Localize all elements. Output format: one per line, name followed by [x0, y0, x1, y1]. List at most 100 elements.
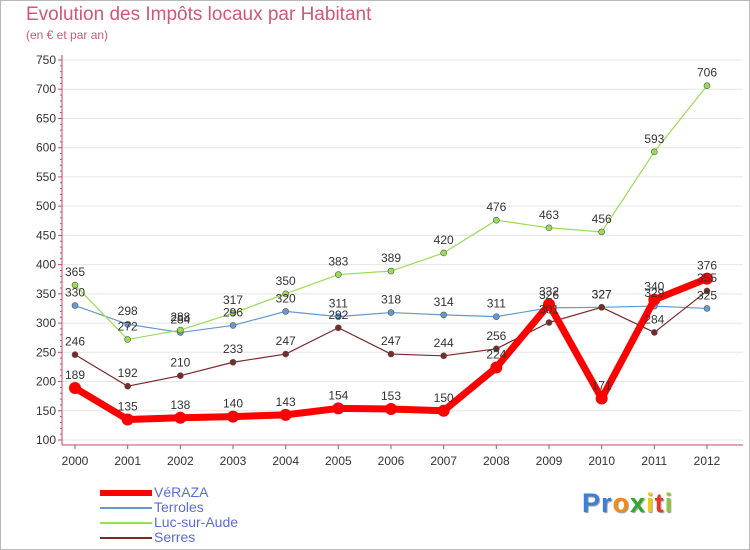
data-point-terroles	[229, 322, 237, 329]
data-label-v-raza: 154	[328, 388, 348, 402]
logo-letter: i	[664, 488, 674, 518]
data-point-v-raza	[332, 402, 345, 415]
logo-letter: i	[646, 488, 655, 518]
data-label-luc-sur-aude: 593	[644, 132, 664, 146]
data-label-serres: 192	[118, 366, 138, 380]
data-point-luc-sur-aude	[335, 271, 342, 278]
data-label-luc-sur-aude: 456	[592, 212, 612, 226]
y-tick-label: 300	[36, 316, 56, 330]
data-label-terroles: 314	[434, 295, 454, 309]
x-tick-label: 2010	[588, 454, 615, 468]
data-label-terroles: 284	[170, 312, 190, 326]
y-tick-label: 200	[36, 375, 56, 389]
data-point-terroles	[440, 311, 447, 319]
data-point-luc-sur-aude	[387, 267, 395, 275]
data-label-v-raza: 189	[65, 368, 85, 382]
data-label-luc-sur-aude: 365	[65, 265, 85, 279]
data-label-v-raza: 171	[592, 378, 612, 392]
data-label-v-raza: 135	[118, 400, 138, 414]
y-tick-label: 750	[36, 53, 56, 67]
data-label-serres: 327	[592, 287, 612, 301]
data-label-luc-sur-aude: 706	[697, 66, 717, 80]
y-tick-label: 400	[36, 258, 56, 272]
plot-area	[62, 55, 743, 445]
data-label-v-raza: 138	[170, 398, 190, 412]
legend-label-terroles: Terroles	[154, 499, 204, 515]
data-point-serres	[335, 324, 342, 332]
data-label-luc-sur-aude: 317	[223, 293, 243, 307]
legend: VéRAZA Terroles Luc-sur-Aude Serres	[100, 484, 360, 546]
data-label-v-raza: 150	[434, 391, 454, 405]
y-tick-label: 350	[36, 287, 56, 301]
data-point-v-raza	[490, 361, 503, 374]
data-label-v-raza: 153	[381, 389, 401, 403]
legend-item-serres: Serres	[100, 529, 360, 546]
data-label-serres: 244	[434, 336, 454, 350]
y-tick-label: 550	[36, 170, 56, 184]
x-tick-label: 2011	[641, 454, 667, 468]
data-point-terroles	[493, 313, 500, 320]
data-point-v-raza	[437, 404, 450, 417]
line-chart: 750 700 650 600 550 500 450 400 350 300 250 200 150 1…	[36, 53, 743, 468]
y-tick-label: 700	[36, 82, 56, 96]
data-point-terroles	[71, 302, 79, 309]
x-tick-label: 2001	[114, 454, 141, 468]
data-point-v-raza	[174, 411, 187, 424]
data-label-v-raza: 340	[644, 280, 664, 294]
data-point-luc-sur-aude	[493, 216, 500, 224]
data-label-terroles: 311	[487, 297, 506, 311]
x-tick-label: 2006	[378, 454, 405, 468]
data-label-luc-sur-aude: 476	[486, 200, 506, 214]
data-label-v-raza: 332	[539, 284, 559, 298]
legend-item-luc-sur-aude: Luc-sur-Aude	[100, 514, 360, 531]
x-tick-label: 2003	[220, 454, 247, 468]
x-tick-label: 2012	[694, 454, 721, 468]
data-point-serres	[282, 350, 289, 358]
data-point-terroles	[282, 308, 289, 315]
data-label-v-raza: 224	[486, 348, 506, 362]
data-point-terroles	[335, 313, 342, 320]
data-label-luc-sur-aude: 383	[328, 255, 348, 269]
data-label-serres: 246	[65, 335, 85, 349]
chart-subtitle: (en € et par an)	[26, 28, 109, 42]
data-point-luc-sur-aude	[440, 249, 447, 257]
data-point-terroles	[387, 309, 395, 316]
data-point-v-raza	[648, 293, 661, 306]
legend-swatch-terroles	[100, 507, 152, 509]
y-tick-label: 450	[36, 228, 56, 242]
data-point-v-raza	[227, 410, 239, 423]
data-point-luc-sur-aude	[177, 326, 184, 334]
data-label-terroles: 298	[118, 304, 138, 318]
legend-label-veraza: VéRAZA	[154, 484, 209, 500]
x-tick-label: 2008	[483, 454, 510, 468]
logo-letter: t	[654, 488, 665, 518]
legend-item-veraza: VéRAZA	[100, 484, 360, 501]
logo-letter: r	[601, 488, 613, 518]
data-label-luc-sur-aude: 288	[170, 310, 190, 324]
data-point-luc-sur-aude	[651, 148, 658, 156]
data-label-terroles: 325	[697, 288, 717, 302]
data-label-terroles: 329	[644, 286, 664, 300]
y-tick-label: 100	[36, 433, 56, 447]
data-label-luc-sur-aude: 272	[118, 319, 138, 333]
legend-swatch-veraza	[100, 490, 152, 496]
data-point-terroles	[703, 305, 711, 312]
data-label-serres: 210	[170, 356, 190, 370]
data-point-luc-sur-aude	[282, 290, 289, 298]
data-label-luc-sur-aude: 350	[276, 274, 296, 288]
data-label-v-raza: 143	[276, 395, 296, 409]
data-label-luc-sur-aude: 420	[434, 233, 454, 247]
y-tick-label: 150	[36, 404, 56, 418]
data-point-v-raza	[121, 413, 134, 426]
data-point-terroles	[124, 320, 131, 328]
y-tick-label: 500	[36, 199, 56, 213]
y-tick-label: 600	[36, 141, 56, 155]
x-tick-label: 2004	[272, 454, 299, 468]
data-point-v-raza	[701, 272, 713, 285]
y-tick-label: 650	[36, 111, 56, 125]
data-label-serres: 355	[697, 271, 717, 285]
data-label-serres: 256	[486, 329, 506, 343]
data-point-v-raza	[385, 403, 397, 416]
data-label-serres: 247	[276, 334, 296, 348]
data-point-serres	[703, 287, 711, 295]
